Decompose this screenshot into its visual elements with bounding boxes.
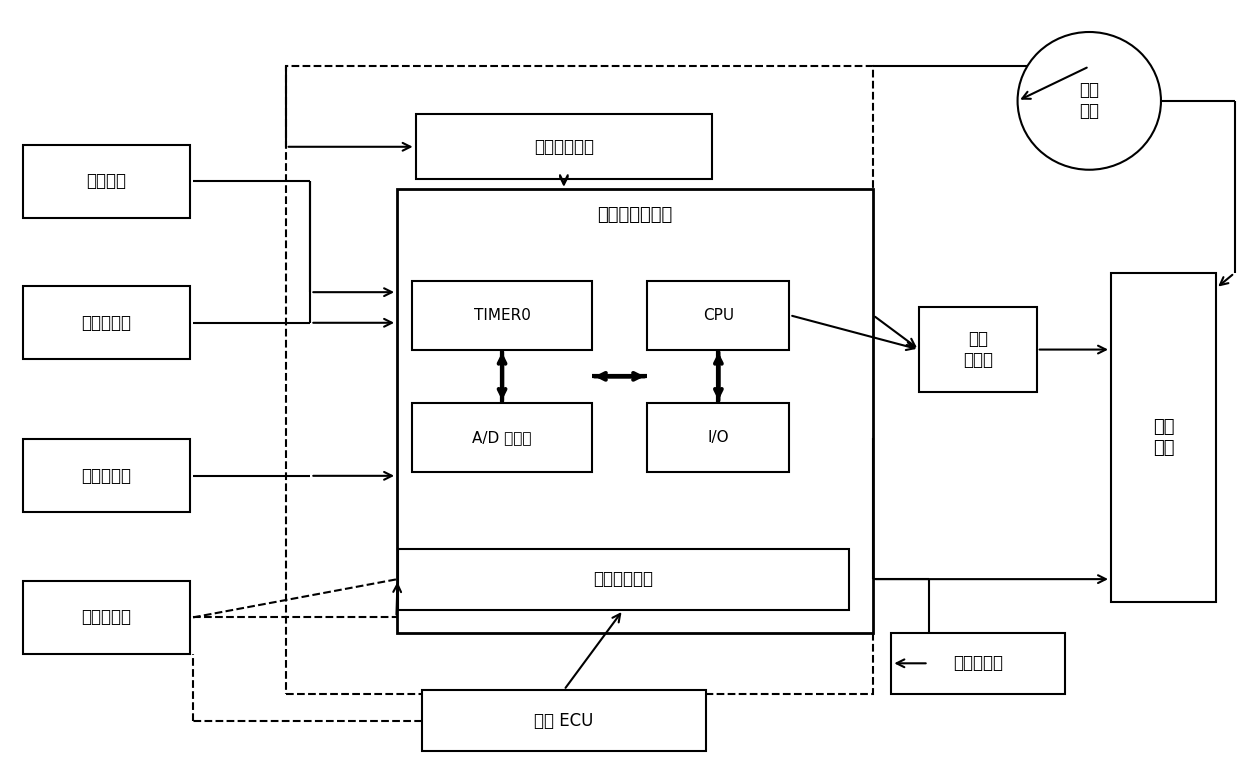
FancyBboxPatch shape [24,145,190,217]
FancyBboxPatch shape [413,280,592,349]
Text: 电流
检测: 电流 检测 [1079,81,1099,121]
Text: 工作指示灯: 工作指示灯 [953,654,1004,672]
Ellipse shape [1017,32,1161,170]
Text: 车门遥控器: 车门遥控器 [82,608,131,627]
Text: 调光
控制器: 调光 控制器 [963,330,992,369]
FancyBboxPatch shape [24,286,190,359]
Text: 光敏传感器: 光敏传感器 [82,467,131,485]
FancyBboxPatch shape [892,633,1064,694]
FancyBboxPatch shape [421,690,706,751]
Text: 汽车 ECU: 汽车 ECU [534,712,593,730]
Text: 调光处理器模块: 调光处理器模块 [597,206,673,223]
Text: 调光
组件: 调光 组件 [1152,418,1175,457]
FancyBboxPatch shape [396,189,873,633]
FancyBboxPatch shape [24,581,190,654]
FancyBboxPatch shape [919,307,1037,392]
FancyBboxPatch shape [413,403,592,472]
Text: TIMER0: TIMER0 [473,308,530,323]
Text: 车载电源: 车载电源 [87,172,126,190]
FancyBboxPatch shape [415,114,712,179]
FancyBboxPatch shape [1111,273,1215,602]
Text: CPU: CPU [703,308,733,323]
Text: I/O: I/O [707,430,730,445]
Text: 温度传感器: 温度传感器 [82,314,131,332]
FancyBboxPatch shape [647,280,789,349]
Text: 无线收发模块: 无线收发模块 [593,570,653,588]
FancyBboxPatch shape [647,403,789,472]
FancyBboxPatch shape [398,548,849,610]
FancyBboxPatch shape [24,439,190,512]
Text: A/D 转换器: A/D 转换器 [472,430,532,445]
Text: 运行状态反馈: 运行状态反馈 [534,137,593,156]
